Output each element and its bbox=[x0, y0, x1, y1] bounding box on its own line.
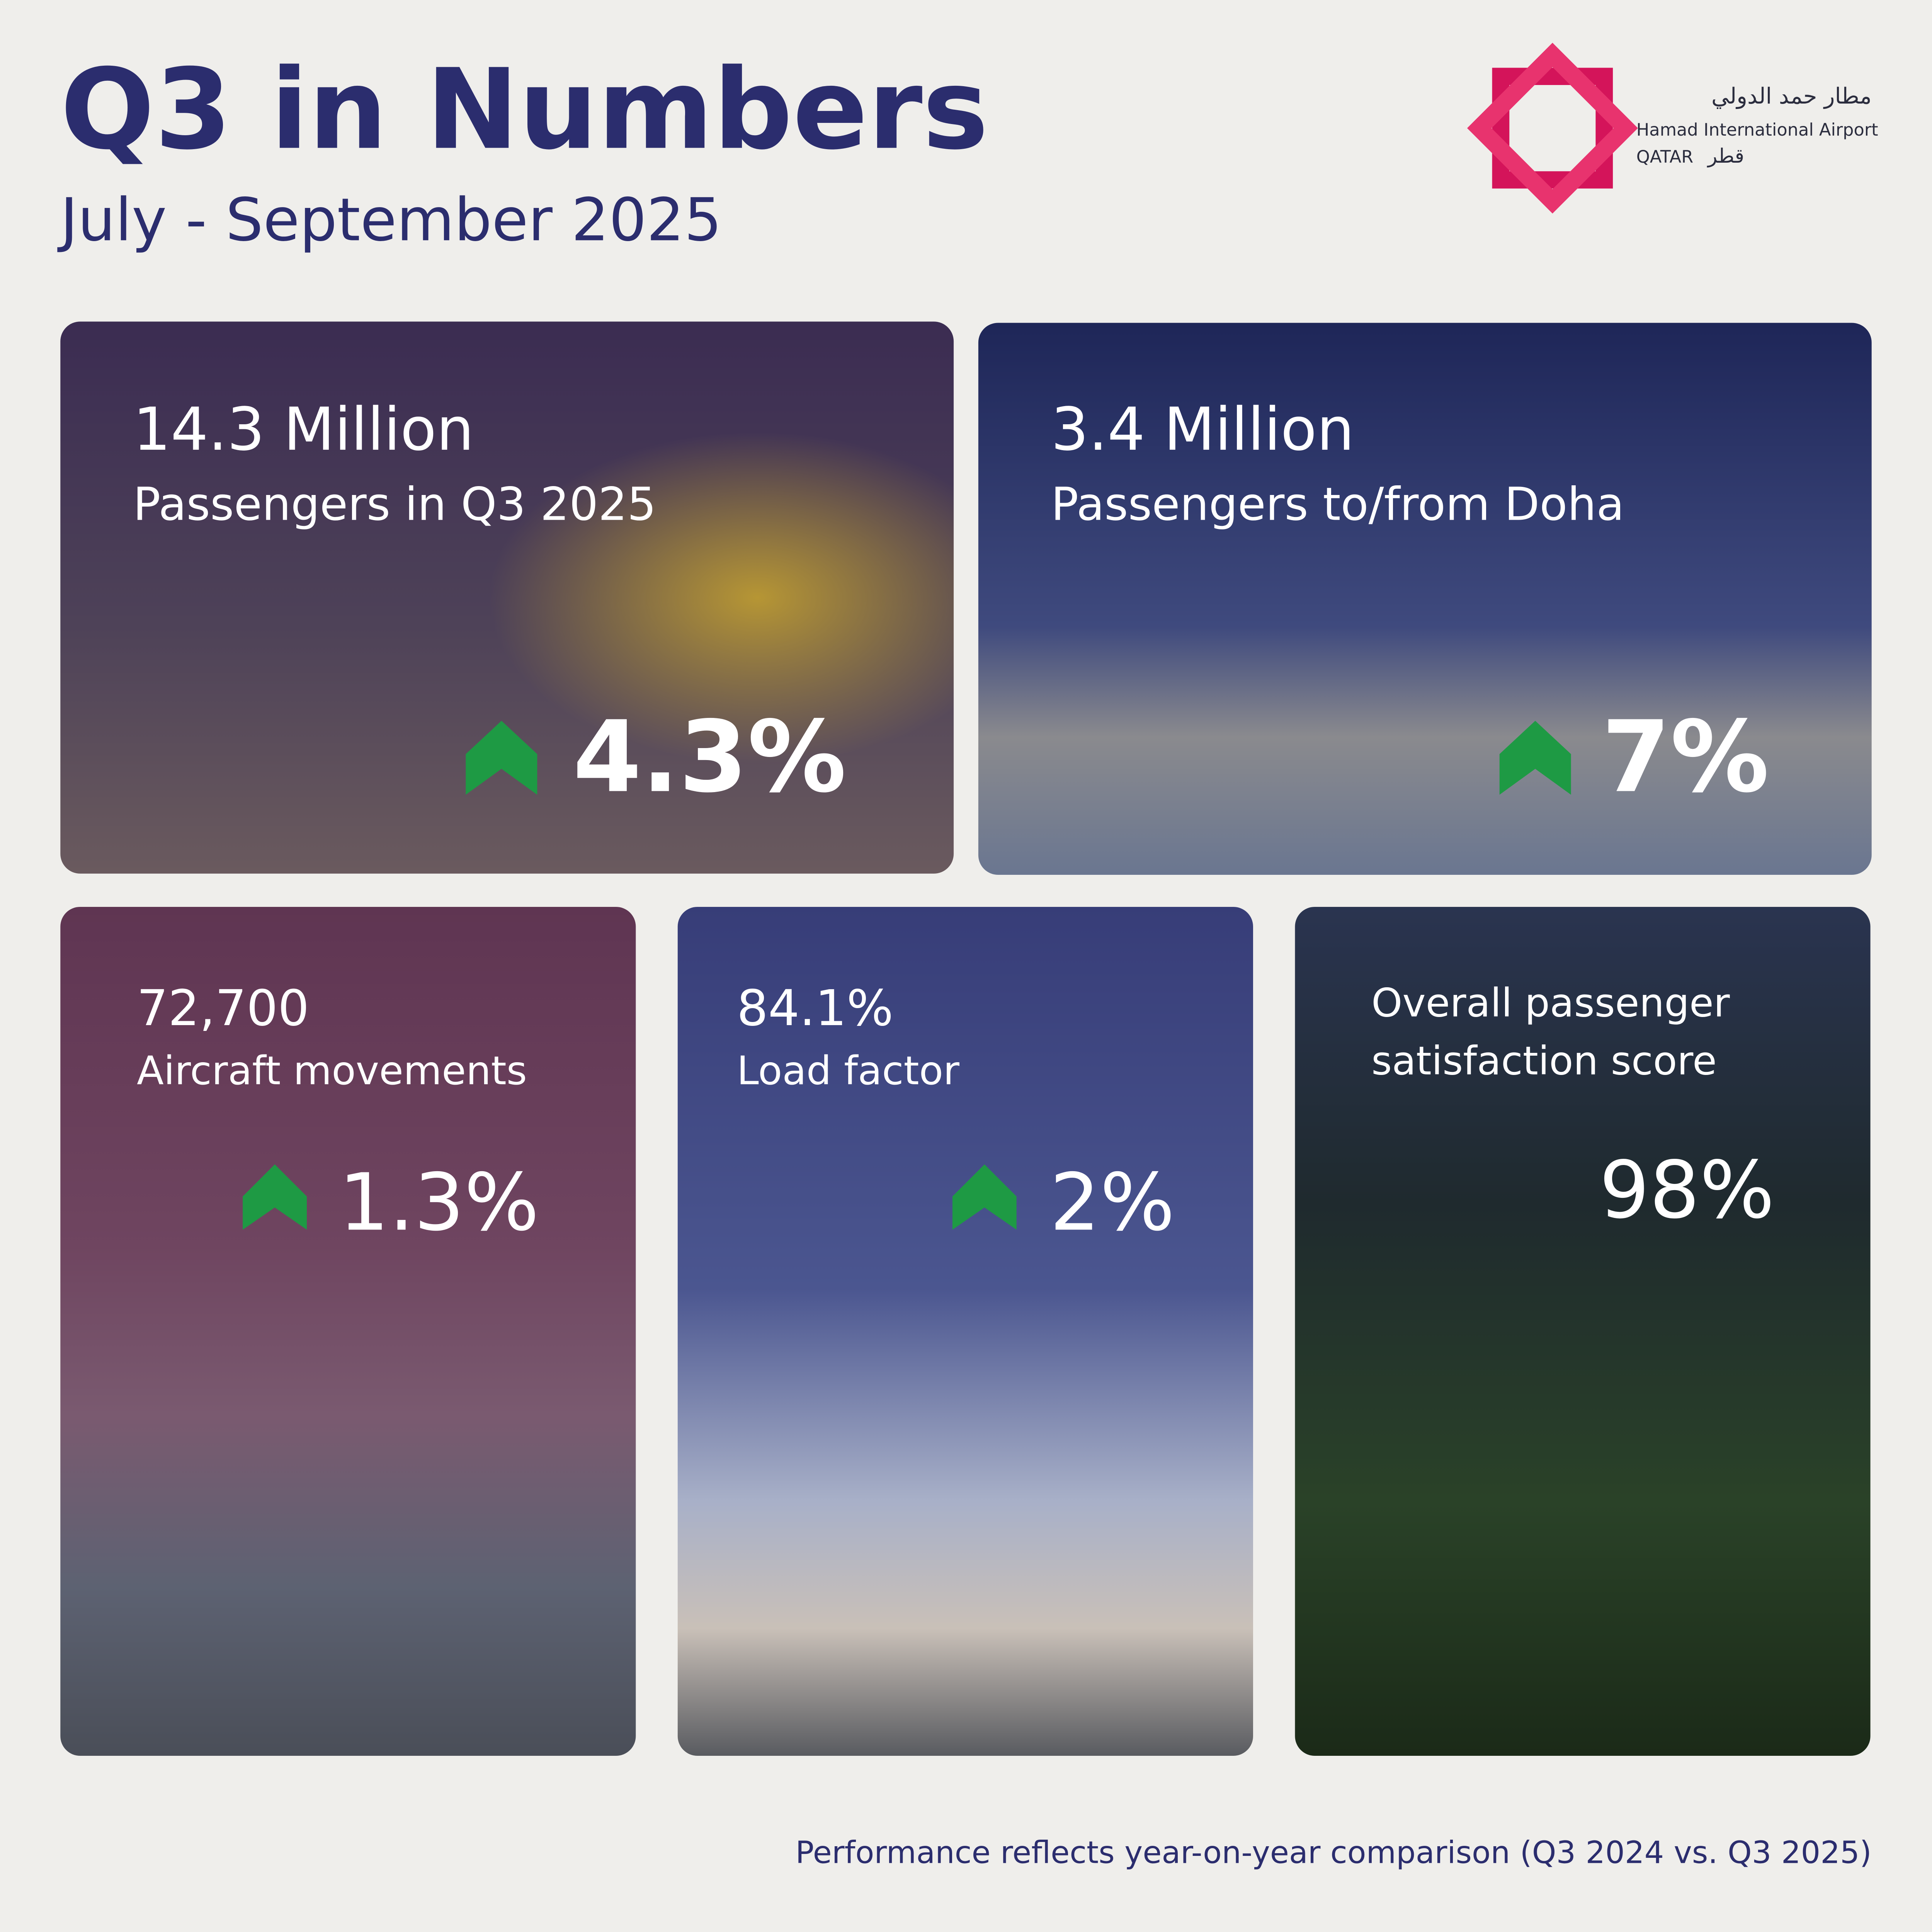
logo-country: QATAR bbox=[1636, 147, 1694, 167]
up-arrow bbox=[952, 1164, 1017, 1230]
card-change: 2% bbox=[1050, 1157, 1175, 1248]
card-background bbox=[1295, 906, 1871, 1756]
card-score: 98% bbox=[1599, 1145, 1775, 1236]
card-value: 72,700 bbox=[137, 980, 309, 1037]
card-label: Passengers in Q3 2025 bbox=[133, 478, 656, 531]
title: Q3 in Numbers bbox=[60, 45, 988, 174]
subtitle: July - September 2025 bbox=[57, 186, 722, 255]
up-arrow bbox=[243, 1164, 307, 1230]
card-change: 4.3% bbox=[573, 700, 847, 815]
card-change: 7% bbox=[1602, 700, 1769, 815]
logo-name: Hamad International Airport bbox=[1636, 120, 1878, 140]
card: 14.3 Million Passengers in Q3 2025 4.3% bbox=[60, 321, 954, 874]
logo-mark bbox=[1492, 68, 1613, 189]
card-change: 1.3% bbox=[339, 1157, 539, 1248]
card-background bbox=[677, 906, 1253, 1756]
card-label: Load factor bbox=[737, 1048, 959, 1094]
card-glow bbox=[60, 321, 954, 874]
card-background bbox=[978, 323, 1872, 875]
card-label: satisfaction score bbox=[1371, 1038, 1717, 1084]
card: 3.4 Million Passengers to/from Doha 7% bbox=[978, 323, 1872, 875]
logo-country-arabic: قطر bbox=[1707, 145, 1744, 168]
footer-note: Performance reflects year-on-year compar… bbox=[796, 1834, 1872, 1870]
card: 84.1% Load factor 2% bbox=[677, 906, 1253, 1756]
card: 72,700 Aircraft movements 1.3% bbox=[60, 906, 636, 1756]
card-label: Overall passenger bbox=[1371, 980, 1730, 1026]
card-value: 3.4 Million bbox=[1051, 395, 1354, 464]
card-value: 14.3 Million bbox=[133, 395, 474, 464]
logo-arabic: مطار حمد الدولي bbox=[1711, 83, 1872, 109]
card-background bbox=[60, 906, 636, 1756]
logo-mark bbox=[1467, 43, 1638, 214]
up-arrow bbox=[466, 721, 537, 795]
card: Overall passenger satisfaction score 98% bbox=[1295, 906, 1871, 1756]
card-label: Passengers to/from Doha bbox=[1051, 478, 1624, 531]
up-arrow bbox=[1499, 721, 1571, 795]
card-label: Aircraft movements bbox=[137, 1048, 527, 1094]
card-value: 84.1% bbox=[737, 980, 893, 1037]
logo: مطار حمد الدولي Hamad International Airp… bbox=[1467, 43, 1878, 214]
